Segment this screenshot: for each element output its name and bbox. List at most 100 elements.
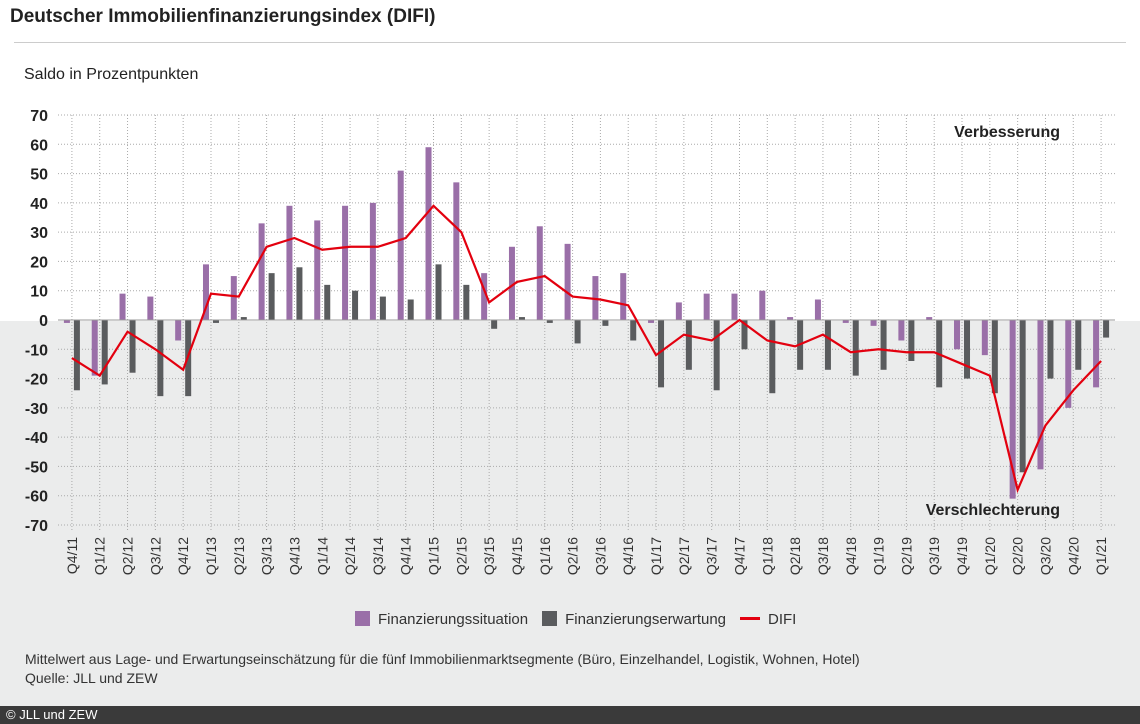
- legend-item-difi: DIFI: [740, 611, 796, 628]
- bar-finanzierungssituation: [675, 302, 682, 320]
- bar-finanzierungssituation: [926, 317, 933, 320]
- x-tick-label: Q4/18: [843, 537, 859, 575]
- bar-finanzierungssituation: [453, 182, 460, 320]
- bar-finanzierungserwartung: [435, 264, 442, 320]
- bar-finanzierungssituation: [898, 320, 905, 341]
- bar-finanzierungserwartung: [518, 317, 525, 320]
- bar-finanzierungserwartung: [713, 320, 720, 391]
- legend-label: Finanzierungssituation: [378, 611, 529, 628]
- bar-finanzierungssituation: [481, 273, 488, 320]
- x-tick-label: Q2/13: [231, 537, 247, 575]
- x-tick-label: Q1/21: [1093, 537, 1109, 575]
- bar-finanzierungssituation: [119, 293, 126, 320]
- x-tick-label: Q4/17: [731, 537, 747, 575]
- x-tick-label: Q2/17: [676, 537, 692, 575]
- difi-line: [71, 204, 1102, 494]
- x-tick-label: Q3/12: [147, 537, 163, 575]
- bar-finanzierungserwartung: [324, 284, 331, 320]
- x-tick-label: Q1/14: [314, 537, 330, 575]
- x-tick-label: Q4/14: [398, 537, 414, 575]
- bar-finanzierungserwartung: [407, 299, 414, 320]
- bar-finanzierungssituation: [731, 293, 738, 320]
- x-tick-label: Q3/16: [592, 537, 608, 575]
- bar-finanzierungserwartung: [240, 317, 247, 320]
- y-tick-label: -50: [25, 459, 48, 476]
- x-tick-label: Q3/19: [926, 537, 942, 575]
- bar-finanzierungssituation: [1037, 320, 1044, 470]
- y-tick-label: -20: [25, 372, 48, 389]
- y-tick-label: 0: [39, 313, 48, 330]
- bar-finanzierungssituation: [202, 264, 209, 320]
- annotation-verschlechterung: Verschlechterung: [926, 502, 1060, 519]
- bar-finanzierungssituation: [397, 170, 404, 320]
- bar-finanzierungssituation: [342, 205, 349, 320]
- bar-finanzierungserwartung: [908, 320, 915, 361]
- y-tick-label: -60: [25, 489, 48, 506]
- bar-finanzierungssituation: [842, 320, 849, 323]
- y-tick-label: 40: [30, 196, 48, 213]
- bar-finanzierungserwartung: [296, 267, 303, 320]
- x-tick-label: Q4/16: [620, 537, 636, 575]
- bar-finanzierungserwartung: [352, 290, 359, 320]
- chart-title: Deutscher Immobilienfinanzierungsindex (…: [10, 6, 436, 27]
- y-tick-label: -30: [25, 401, 48, 418]
- bar-finanzierungssituation: [1009, 320, 1016, 499]
- bar-finanzierungserwartung: [546, 320, 553, 323]
- source-text: Quelle: JLL und ZEW: [25, 670, 158, 686]
- bar-finanzierungssituation: [814, 299, 821, 320]
- bar-finanzierungssituation: [63, 320, 70, 323]
- bar-finanzierungserwartung: [1075, 320, 1082, 370]
- y-tick-label: 70: [30, 108, 48, 125]
- x-tick-label: Q4/13: [286, 537, 302, 575]
- bar-finanzierungssituation: [703, 293, 710, 320]
- legend-swatch: [542, 611, 558, 626]
- bar-finanzierungssituation: [91, 320, 98, 376]
- legend-label: DIFI: [768, 611, 797, 628]
- x-tick-label: Q4/12: [175, 537, 191, 575]
- bar-finanzierungssituation: [787, 317, 794, 320]
- bar-finanzierungssituation: [564, 243, 571, 320]
- bar-finanzierungssituation: [425, 147, 432, 320]
- legend-item-situation: Finanzierungssituation: [355, 611, 528, 628]
- bar-finanzierungssituation: [759, 290, 766, 320]
- x-tick-label: Q1/16: [537, 537, 553, 575]
- bar-finanzierungserwartung: [73, 320, 80, 391]
- y-tick-label: -10: [25, 342, 48, 359]
- legend: Finanzierungssituation Finanzierungserwa…: [355, 611, 796, 628]
- x-tick-label: Q4/19: [954, 537, 970, 575]
- x-tick-label: Q4/15: [509, 537, 525, 575]
- bar-finanzierungserwartung: [101, 320, 108, 385]
- bar-finanzierungserwartung: [212, 320, 219, 323]
- x-tick-label: Q1/13: [203, 537, 219, 575]
- x-tick-label: Q3/14: [370, 537, 386, 575]
- note-text: Mittelwert aus Lage- und Erwartungseinsc…: [25, 651, 860, 667]
- bar-finanzierungserwartung: [741, 320, 748, 350]
- y-tick-label: 50: [30, 167, 48, 184]
- x-tick-label: Q1/12: [92, 537, 108, 575]
- chart-note: Mittelwert aus Lage- und Erwartungseinsc…: [25, 650, 860, 688]
- bar-finanzierungserwartung: [379, 296, 386, 320]
- legend-label: Finanzierungserwartung: [565, 611, 727, 628]
- x-tick-label: Q2/19: [898, 537, 914, 575]
- legend-swatch: [355, 611, 370, 626]
- bar-finanzierungssituation: [175, 320, 182, 341]
- x-tick-label: Q3/13: [259, 537, 275, 575]
- bar-finanzierungssituation: [147, 296, 154, 320]
- x-tick-label: Q2/15: [453, 537, 469, 575]
- x-tick-label: Q2/18: [787, 537, 803, 575]
- x-tick-label: Q2/20: [1010, 537, 1026, 575]
- annotation-verbesserung: Verbesserung: [954, 124, 1060, 141]
- bar-finanzierungssituation: [620, 273, 627, 320]
- title-divider: [14, 42, 1126, 43]
- x-tick-label: Q3/15: [481, 537, 497, 575]
- bar-finanzierungssituation: [314, 220, 321, 320]
- bar-finanzierungserwartung: [991, 320, 998, 394]
- bar-finanzierungssituation: [258, 223, 265, 320]
- bar-finanzierungserwartung: [129, 320, 136, 373]
- bar-finanzierungserwartung: [1047, 320, 1054, 379]
- x-tick-label: Q3/17: [704, 537, 720, 575]
- y-tick-label: 60: [30, 137, 48, 154]
- bar-finanzierungserwartung: [630, 320, 637, 341]
- bar-finanzierungssituation: [981, 320, 988, 356]
- y-axis-label: Saldo in Prozentpunkten: [24, 66, 199, 83]
